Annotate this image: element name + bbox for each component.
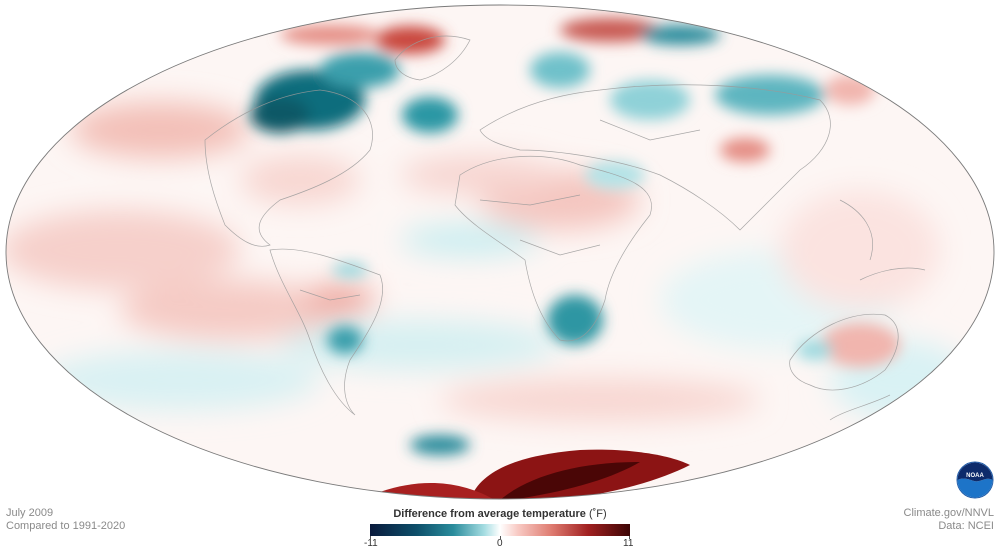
world-map [5, 4, 995, 500]
data-source-label: Data: NCEI [938, 520, 994, 532]
legend-color-bar [370, 524, 630, 536]
temperature-anomaly-map [5, 4, 995, 500]
legend-max-label: 11 [623, 538, 634, 549]
country-borders [204, 35, 926, 421]
baseline-label: Compared to 1991-2020 [6, 520, 126, 532]
legend-title: Difference from average temperature (˚F) [370, 508, 630, 520]
legend-min-label: -11 [364, 538, 378, 549]
noaa-logo-icon: NOAA [956, 461, 994, 499]
globe-outline [5, 4, 995, 500]
legend-tick-max [629, 536, 630, 539]
noaa-logo-text: NOAA [966, 473, 984, 479]
map-caption: July 2009 Compared to 1991-2020 [6, 507, 125, 533]
credits: Climate.gov/NNVL Data: NCEI [904, 507, 994, 533]
color-legend: Difference from average temperature (˚F)… [364, 508, 634, 553]
date-label: July 2009 [6, 507, 54, 519]
legend-tick-mid [500, 536, 501, 539]
strong-anomalies [250, 18, 900, 455]
legend-unit: (˚F) [588, 508, 607, 520]
legend-mid-label: 0 [497, 538, 503, 549]
legend-title-text: Difference from average temperature [393, 508, 586, 520]
credit-label: Climate.gov/NNVL [903, 507, 994, 519]
legend-tick-min [370, 536, 371, 539]
